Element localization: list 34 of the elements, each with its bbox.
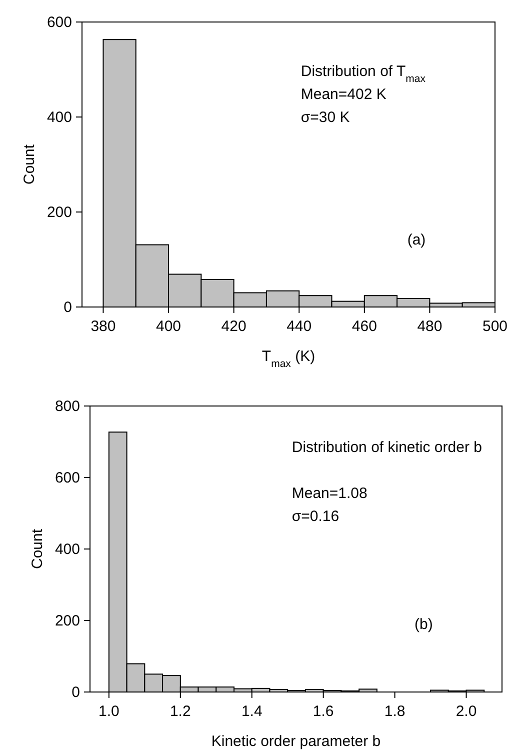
x-axis-title: T$_{max}$ (K) (262, 348, 316, 370)
x-tick-label: 500 (482, 318, 508, 335)
x-tick-label: 480 (417, 318, 442, 335)
x-tick-label: 460 (352, 318, 377, 335)
y-tick-label: 400 (46, 109, 72, 126)
annotation: Mean=402 K (300, 86, 386, 103)
y-tick-label: 600 (54, 470, 80, 486)
x-tick-label: 420 (221, 318, 246, 335)
y-tick-label: 200 (46, 204, 72, 221)
x-tick-label: 1.4 (241, 703, 262, 720)
x-tick-label: 380 (90, 318, 116, 335)
annotation: Mean=1.08 (292, 485, 368, 502)
x-tick-label: 400 (156, 318, 182, 335)
y-tick-label: 200 (54, 612, 80, 630)
y-axis-title: Count (29, 528, 46, 570)
x-tick-label: 1.6 (312, 703, 334, 720)
x-tick-label: 440 (286, 318, 312, 335)
annotation: σ=30 K (300, 109, 350, 126)
annotation: σ=0.16 (292, 508, 340, 525)
x-tick-label: 1.2 (170, 703, 191, 720)
annotation: Distribution of T$_{max}$ (300, 63, 426, 85)
annotation: (a) (407, 231, 426, 248)
x-tick-label: 1.0 (98, 703, 120, 720)
y-tick-label: 0 (64, 299, 72, 316)
y-tick-label: 400 (54, 541, 80, 558)
x-axis-title: Kinetic order parameter b (211, 733, 381, 750)
y-axis-title: Count (21, 144, 38, 185)
x-tick-label: 2.0 (456, 703, 477, 720)
y-tick-label: 800 (54, 398, 80, 415)
annotation: Distribution of kinetic order b (292, 439, 482, 456)
x-tick-label: 1.8 (384, 703, 406, 720)
annotation: (b) (414, 616, 433, 634)
y-tick-label: 600 (46, 14, 72, 31)
y-tick-label: 0 (72, 684, 80, 701)
